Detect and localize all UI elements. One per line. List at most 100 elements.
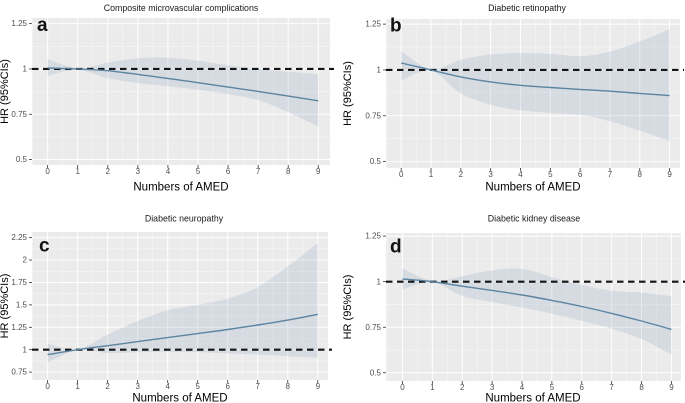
y-tick-label: 1.25 [365, 20, 381, 29]
x-tick-label: 3 [488, 170, 493, 179]
x-tick-label: 3 [135, 382, 140, 391]
confidence-band [47, 243, 318, 363]
x-tick-label: 6 [580, 383, 585, 392]
panel-title-c: Diabetic neuropathy [145, 214, 224, 224]
x-tick-label: 1 [75, 167, 80, 176]
plot-background [386, 233, 681, 381]
panel-a: 0 1 2 3 4 5 6 7 8 9 0.5 0.75 1 1.25 Composite microva… [0, 3, 334, 194]
panel-title-a: Composite microvascular complications [104, 3, 259, 13]
plot-area-c: 0 1 2 3 4 5 6 7 8 9 0.75 1 1.25 1.5 1.75 2 2.25 [11, 232, 332, 391]
confidence-band [401, 29, 670, 142]
x-tick-label: 4 [518, 170, 523, 179]
x-tick-label: 7 [256, 167, 261, 176]
axis-tick-labels: 0 1 2 3 4 5 6 7 8 9 0.5 0.75 1 1.25 [365, 232, 674, 392]
x-tick-label: 2 [106, 167, 111, 176]
y-axis-title-c: HR (95%CIs) [0, 274, 11, 339]
x-tick-label: 8 [639, 383, 644, 392]
x-tick-label: 1 [430, 383, 435, 392]
x-tick-label: 0 [45, 167, 50, 176]
x-tick-label: 8 [286, 167, 291, 176]
hr-curve [402, 278, 672, 331]
x-axis-title-c: Numbers of AMED [132, 393, 227, 403]
panel-letter-b: b [390, 16, 402, 37]
x-tick-label: 7 [608, 170, 613, 179]
y-axis-title-d: HR (95%CIs) [343, 275, 354, 340]
y-tick-label: 1.25 [365, 232, 381, 241]
panel-title-d: Diabetic kidney disease [488, 214, 581, 224]
x-tick-label: 5 [548, 170, 553, 179]
y-tick-label: 2.25 [11, 233, 27, 242]
y-tick-label: 1.5 [16, 300, 28, 309]
x-tick-label: 9 [316, 382, 321, 391]
y-tick-label: 1 [23, 345, 28, 354]
grid-minor [32, 18, 330, 165]
panel-c: 0 1 2 3 4 5 6 7 8 9 0.75 1 1.25 1.5 1.75 2 2.25 Diabetic… [0, 214, 332, 403]
x-tick-label: 8 [638, 170, 643, 179]
y-axis-title-a: HR (95%CIs) [0, 59, 11, 124]
confidence-band [402, 268, 672, 355]
panel-d: 0 1 2 3 4 5 6 7 8 9 0.5 0.75 1 1.25 Diabetic kidney d… [343, 214, 685, 403]
x-tick-label: 6 [226, 382, 231, 391]
y-tick-label: 0.5 [16, 155, 28, 164]
panel-letter-d: d [390, 237, 402, 258]
x-tick-label: 0 [399, 170, 404, 179]
x-tick-label: 7 [256, 382, 261, 391]
y-tick-label: 1 [377, 277, 382, 286]
x-tick-label: 6 [578, 170, 583, 179]
x-tick-label: 5 [196, 167, 201, 176]
x-tick-label: 3 [136, 167, 141, 176]
plot-area-a: 0 1 2 3 4 5 6 7 8 9 0.5 0.75 1 1.25 [11, 18, 334, 176]
y-tick-label: 1.75 [11, 278, 27, 287]
panel-title-b: Diabetic retinopathy [488, 3, 566, 13]
x-tick-label: 3 [490, 383, 495, 392]
y-tick-label: 0.75 [365, 323, 381, 332]
panel-letter-a: a [37, 15, 48, 36]
axis-ticks [383, 235, 672, 384]
x-tick-label: 2 [459, 170, 464, 179]
x-tick-label: 6 [226, 167, 231, 176]
axis-tick-labels: 0 1 2 3 4 5 6 7 8 9 0.5 0.75 1 1.25 [11, 19, 321, 176]
hr-curve [47, 313, 318, 356]
y-tick-label: 1 [23, 65, 28, 74]
x-tick-label: 5 [195, 382, 200, 391]
x-tick-label: 4 [520, 383, 525, 392]
x-tick-label: 0 [45, 382, 50, 391]
grid-minor [32, 232, 328, 380]
axis-ticks [29, 23, 319, 168]
axis-ticks [383, 23, 670, 171]
x-tick-label: 4 [166, 167, 171, 176]
hr-curve [401, 62, 670, 97]
plot-background [386, 19, 680, 168]
x-tick-label: 7 [609, 383, 614, 392]
y-tick-label: 1.25 [11, 323, 27, 332]
y-tick-label: 0.75 [11, 110, 27, 119]
x-tick-label: 9 [669, 383, 674, 392]
y-axis-title-b: HR (95%CIs) [343, 61, 354, 126]
x-tick-label: 2 [105, 382, 110, 391]
x-axis-title-d: Numbers of AMED [485, 393, 580, 403]
x-tick-label: 1 [429, 170, 434, 179]
y-tick-label: 1 [377, 66, 382, 75]
x-tick-label: 9 [667, 170, 672, 179]
y-tick-label: 1.25 [11, 19, 27, 28]
x-axis-title-b: Numbers of AMED [485, 182, 580, 194]
grid-minor [386, 233, 681, 381]
y-tick-label: 0.75 [365, 111, 381, 120]
plot-area-d: 0 1 2 3 4 5 6 7 8 9 0.5 0.75 1 1.25 [365, 232, 685, 392]
x-tick-label: 2 [460, 383, 465, 392]
plot-background [32, 232, 328, 380]
axis-tick-labels: 0 1 2 3 4 5 6 7 8 9 0.5 0.75 1 1.25 [365, 20, 672, 179]
x-tick-label: 0 [400, 383, 405, 392]
confidence-band [47, 57, 319, 127]
y-tick-label: 2 [23, 256, 28, 265]
x-tick-label: 5 [550, 383, 555, 392]
x-tick-label: 1 [75, 382, 80, 391]
panel-letter-c: c [39, 236, 50, 257]
axis-tick-labels: 0 1 2 3 4 5 6 7 8 9 0.75 1 1.25 1.5 1.75 2 2.25 [11, 233, 320, 391]
x-axis-title-a: Numbers of AMED [133, 182, 228, 194]
x-tick-label: 4 [165, 382, 170, 391]
axis-ticks [29, 237, 319, 383]
panel-b: 0 1 2 3 4 5 6 7 8 9 0.5 0.75 1 1.25 Diabetic retinopa… [343, 3, 684, 194]
y-tick-label: 0.75 [11, 368, 27, 377]
